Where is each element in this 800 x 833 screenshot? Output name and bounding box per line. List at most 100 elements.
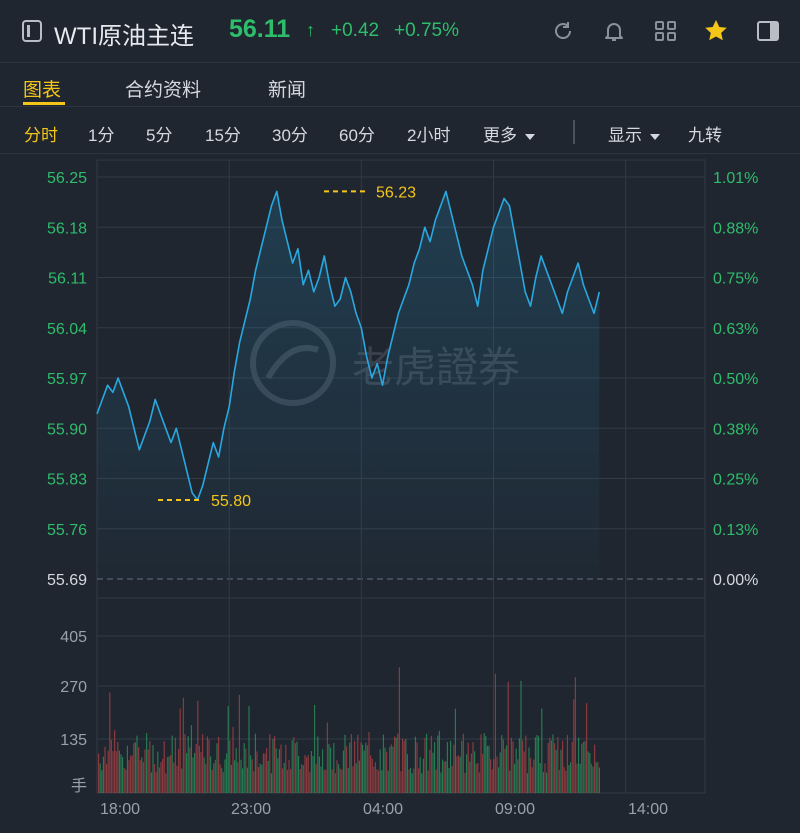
volume-bar: [443, 761, 445, 793]
volume-bar: [118, 750, 120, 793]
nine-turn-indicator[interactable]: 九转: [688, 126, 722, 145]
volume-bar: [386, 751, 388, 793]
star-icon[interactable]: [703, 18, 729, 44]
volume-bar: [206, 736, 208, 793]
period-timeshare[interactable]: 分时: [24, 126, 58, 145]
volume-bar: [163, 741, 165, 793]
volume-bar: [355, 763, 357, 793]
volume-bar: [376, 769, 378, 793]
volume-bar: [416, 742, 418, 793]
volume-bar: [347, 768, 349, 793]
volume-bar: [197, 700, 199, 793]
refresh-icon[interactable]: [550, 18, 576, 44]
volume-bar: [325, 769, 327, 793]
panel-icon[interactable]: [755, 18, 781, 44]
period-60m[interactable]: 60分: [339, 126, 375, 145]
tab-contract-info[interactable]: 合约资料: [125, 80, 202, 101]
volume-bar: [434, 742, 436, 793]
y-axis-right-tick: 0.88%: [713, 220, 758, 237]
volume-bar: [589, 753, 591, 793]
period-5m[interactable]: 5分: [146, 126, 173, 145]
volume-bar: [166, 757, 168, 793]
volume-bar: [400, 771, 402, 793]
volume-bar: [102, 756, 104, 793]
volume-bar: [472, 742, 474, 793]
volume-bar: [362, 744, 364, 793]
volume-bar: [242, 768, 244, 793]
x-axis-tick: 23:00: [231, 801, 271, 818]
volume-bar: [525, 735, 527, 793]
volume-bar: [590, 763, 592, 793]
y-axis-right-tick: 0.25%: [713, 472, 758, 489]
volume-bar: [587, 751, 589, 793]
volume-bar: [190, 725, 192, 793]
volume-bar: [338, 764, 340, 793]
grid-icon[interactable]: [653, 18, 679, 44]
volume-bar: [358, 760, 360, 793]
volume-bar: [547, 742, 549, 793]
volume-bar: [237, 762, 239, 793]
period-30m[interactable]: 30分: [272, 126, 308, 145]
volume-bar: [195, 744, 197, 793]
volume-bar: [366, 745, 368, 793]
volume-bar: [555, 749, 557, 793]
period-2h[interactable]: 2小时: [407, 126, 451, 145]
y-axis-left-tick: 55.83: [47, 472, 87, 489]
volume-axis-tick: 405: [60, 629, 87, 646]
volume-bar: [235, 748, 237, 793]
volume-bar: [398, 667, 400, 793]
volume-bar: [315, 764, 317, 793]
volume-bar: [133, 743, 135, 793]
volume-bar: [232, 726, 234, 793]
volume-bar: [288, 760, 290, 793]
volume-bar: [378, 770, 380, 793]
volume-bar: [411, 773, 413, 793]
volume-bar: [552, 734, 554, 793]
tab-news[interactable]: 新闻: [268, 80, 307, 101]
intraday-chart[interactable]: 老虎證券 56.2556.1856.1156.0455.9755.9055.83…: [0, 154, 800, 833]
volume-bar: [565, 770, 567, 793]
volume-bar: [147, 749, 149, 793]
volume-bar: [350, 733, 352, 793]
period-1m[interactable]: 1分: [88, 126, 115, 145]
volume-bar: [374, 762, 376, 793]
volume-bar: [333, 743, 335, 793]
volume-bar: [286, 770, 288, 793]
volume-bar: [162, 758, 164, 793]
volume-bar: [178, 748, 180, 793]
volume-bar: [246, 767, 248, 793]
sidebar-toggle-icon[interactable]: [22, 20, 42, 42]
volume-bar: [230, 764, 232, 793]
volume-bar: [323, 769, 325, 793]
volume-bar: [494, 673, 496, 793]
volume-bar: [171, 735, 173, 793]
volume-bar: [427, 770, 429, 793]
volume-bar: [122, 757, 124, 793]
volume-bar: [334, 773, 336, 793]
tab-chart[interactable]: 图表: [23, 80, 62, 101]
volume-bar: [450, 740, 452, 793]
volume-bar: [126, 745, 128, 793]
volume-bar: [426, 733, 428, 793]
volume-bar: [251, 759, 253, 793]
volume-bar: [363, 750, 365, 793]
volume-bar: [301, 764, 303, 793]
y-axis-right-tick: 0.00%: [713, 572, 758, 589]
volume-bar: [341, 769, 343, 793]
more-dropdown[interactable]: 更多: [483, 121, 535, 146]
bell-icon[interactable]: [601, 18, 627, 44]
volume-bar: [170, 755, 172, 793]
volume-bar: [211, 769, 213, 793]
y-axis-right-tick: 0.13%: [713, 522, 758, 539]
volume-bar: [421, 773, 423, 793]
volume-bar: [506, 745, 508, 793]
volume-bar: [322, 749, 324, 793]
volume-bar: [454, 708, 456, 793]
display-dropdown[interactable]: 显示: [608, 121, 660, 146]
volume-bar: [302, 765, 304, 793]
volume-bar: [149, 741, 151, 793]
period-15m[interactable]: 15分: [205, 126, 241, 145]
volume-bar: [392, 746, 394, 793]
volume-axis-tick: 手: [71, 777, 87, 795]
volume-bar: [299, 769, 301, 793]
